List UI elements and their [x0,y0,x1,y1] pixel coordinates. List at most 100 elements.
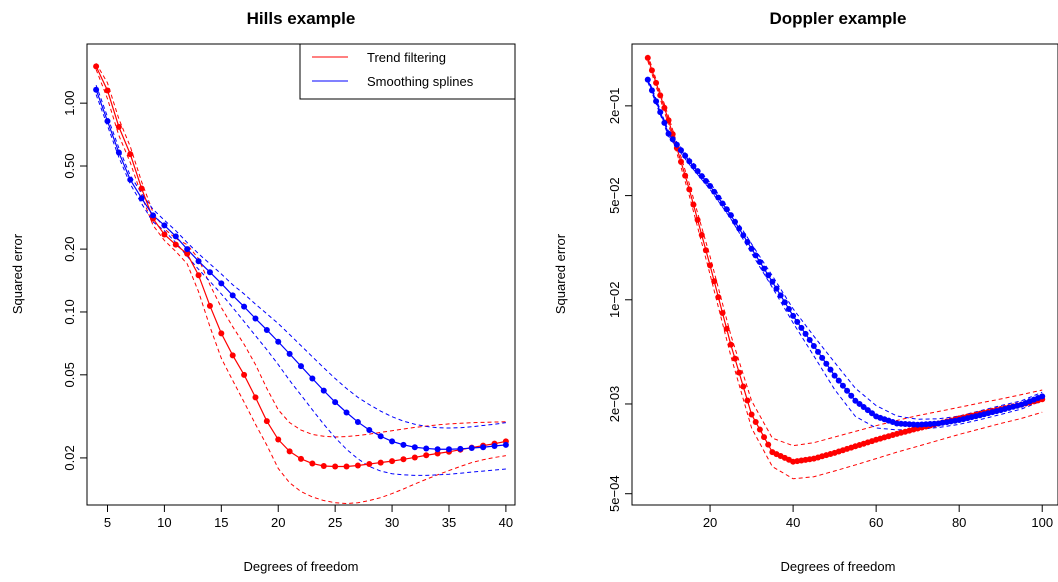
data-point-smoothing-splines [831,372,838,379]
data-point-smoothing-splines [723,206,730,213]
y-axis-label: Squared error [553,233,568,314]
series-points [644,54,1046,465]
data-point-smoothing-splines [868,410,875,417]
data-point-smoothing-splines [769,278,776,285]
data-point-trend-filtering [653,79,660,86]
data-point-smoothing-splines [711,188,718,195]
y-tick-label: 2e−03 [607,386,622,423]
error-bands [647,54,1043,480]
x-tick-label: 5 [104,515,111,530]
legend-box [299,43,516,100]
data-point-trend-filtering [275,436,282,443]
series-lines [647,57,1043,463]
plot-frame [631,43,1058,506]
data-point-smoothing-splines [794,318,801,325]
x-tick-label: 20 [703,515,717,530]
x-tick-label: 40 [786,515,800,530]
data-point-trend-filtering [263,418,270,425]
y-tick-label: 0.05 [62,362,77,387]
data-point-trend-filtering [229,352,236,359]
data-point-smoothing-splines [366,427,373,434]
data-point-trend-filtering [389,458,396,465]
data-point-trend-filtering [423,452,430,459]
x-tick-label: 40 [499,515,513,530]
data-point-smoothing-splines [434,446,441,453]
data-point-smoothing-splines [744,239,751,246]
x-tick-label: 10 [157,515,171,530]
data-point-smoothing-splines [719,200,726,207]
data-point-smoothing-splines [740,232,747,239]
axis-ticks: 5 10 15 20 25 30 35 40 0.02 0.05 0.10 0.20 0.50 1.00 [62,90,513,530]
data-point-smoothing-splines [320,387,327,394]
data-point-smoothing-splines [802,330,809,337]
data-point-smoothing-splines [806,336,813,343]
data-point-trend-filtering [707,262,714,269]
data-point-smoothing-splines [229,292,236,299]
y-tick-label: 1.00 [62,90,77,115]
data-point-smoothing-splines [389,438,396,445]
y-tick-label: 5e−04 [607,475,622,512]
data-point-smoothing-splines [677,147,684,154]
data-point-smoothing-splines [127,176,134,183]
hills-chart: Hills example Degrees of freedom Squared… [10,9,516,574]
data-point-smoothing-splines [653,98,660,105]
data-point-trend-filtering [644,54,651,61]
data-point-smoothing-splines [172,233,179,240]
data-point-trend-filtering [715,294,722,301]
data-point-smoothing-splines [798,324,805,331]
doppler-chart: Doppler example Degrees of freedom Squar… [553,9,1058,574]
data-point-smoothing-splines [727,212,734,219]
data-point-smoothing-splines [669,136,676,143]
data-point-smoothing-splines [756,258,763,265]
data-point-trend-filtering [332,463,339,470]
data-point-trend-filtering [648,67,655,74]
data-point-trend-filtering [661,104,668,111]
data-point-smoothing-splines [480,444,487,451]
chart-title: Doppler example [770,9,907,28]
data-point-trend-filtering [366,461,373,468]
lower-band-smoothing-splines [95,94,506,476]
data-point-trend-filtering [218,330,225,337]
data-point-trend-filtering [686,186,693,193]
x-tick-label: 25 [328,515,342,530]
data-point-trend-filtering [195,272,202,279]
data-point-trend-filtering [309,460,316,467]
axis-ticks: 20 40 60 80 100 5e−04 2e−03 1e−02 5e−02 2e−01 [607,88,1053,530]
data-point-smoothing-splines [777,292,784,299]
data-point-trend-filtering [744,397,751,404]
y-tick-label: 0.50 [62,153,77,178]
data-point-smoothing-splines [702,178,709,185]
data-point-smoothing-splines [781,299,788,306]
data-point-smoothing-splines [856,400,863,407]
data-point-smoothing-splines [790,312,797,319]
data-point-trend-filtering [252,394,259,401]
data-point-smoothing-splines [275,338,282,345]
data-point-trend-filtering [298,455,304,462]
data-point-smoothing-splines [707,182,714,189]
data-point-smoothing-splines [354,419,361,426]
data-point-smoothing-splines [736,225,743,232]
data-point-smoothing-splines [184,246,191,253]
legend-label-smoothing-splines: Smoothing splines [367,74,474,89]
data-point-smoothing-splines [773,285,780,292]
data-point-trend-filtering [172,241,179,248]
data-point-smoothing-splines [752,252,759,259]
data-point-smoothing-splines [864,407,871,414]
legend-label-trend-filtering: Trend filtering [367,50,446,65]
data-point-smoothing-splines [332,399,339,406]
data-point-smoothing-splines [502,441,509,448]
data-point-trend-filtering [411,454,418,461]
data-point-trend-filtering [756,426,763,433]
x-tick-label: 20 [271,515,285,530]
data-point-smoothing-splines [852,397,859,404]
data-point-trend-filtering [752,419,759,426]
data-point-smoothing-splines [648,87,655,94]
lower-band-smoothing-splines [647,81,1043,431]
data-point-smoothing-splines [309,375,316,382]
data-point-trend-filtering [690,201,697,208]
data-point-smoothing-splines [445,446,452,453]
data-point-trend-filtering [657,92,664,99]
data-point-smoothing-splines [150,212,157,219]
y-tick-label: 0.10 [62,299,77,324]
